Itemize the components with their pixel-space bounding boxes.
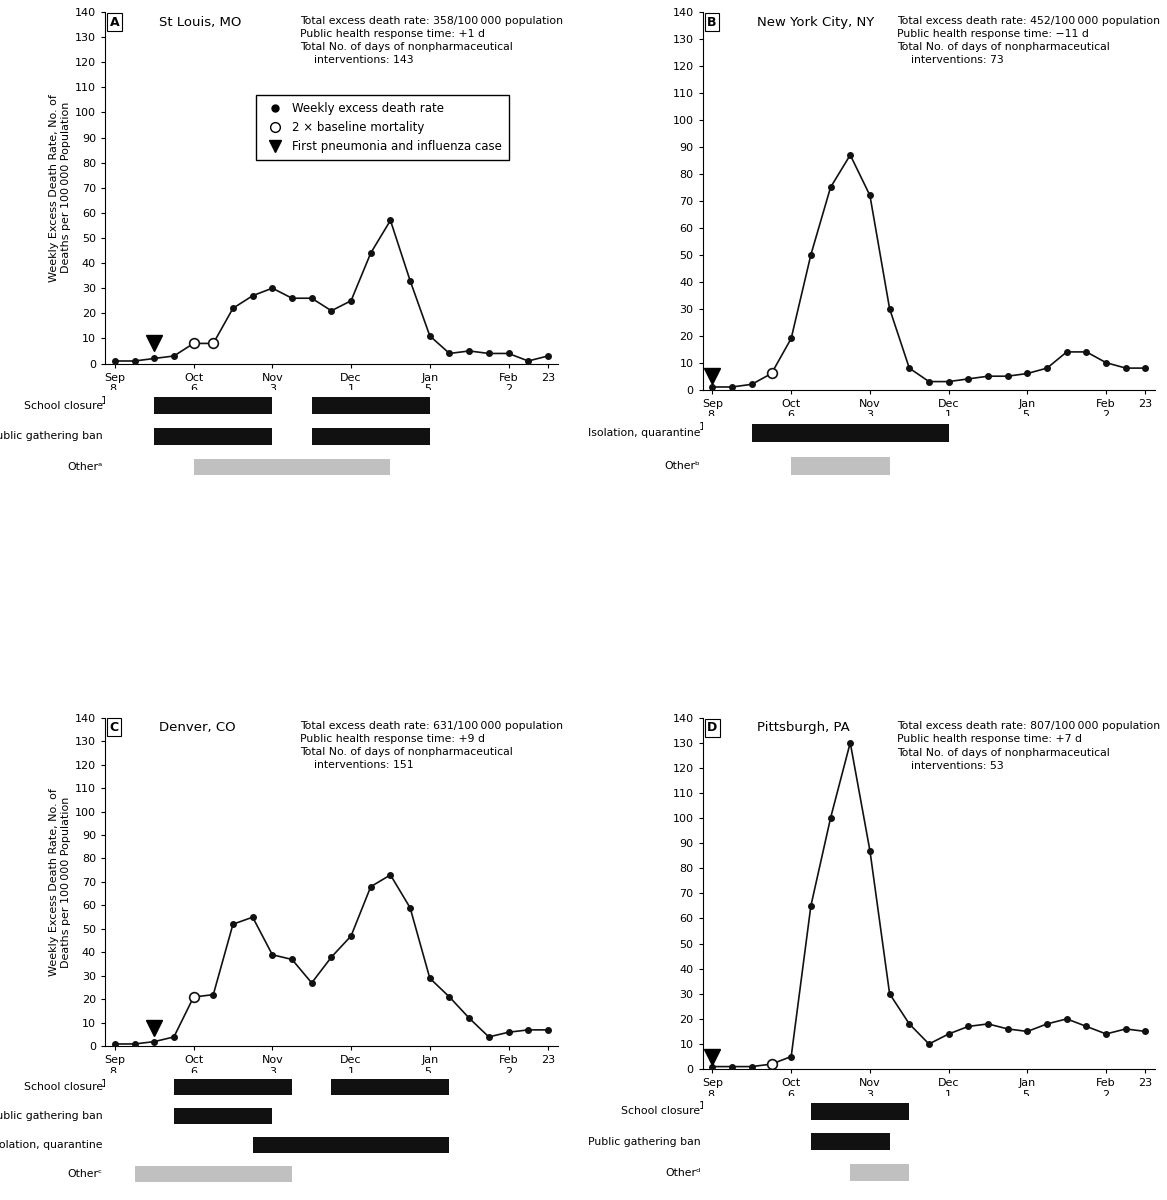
Text: Total excess death rate: 631/100 000 population
Public health response time: +9 : Total excess death rate: 631/100 000 pop… — [300, 721, 562, 770]
Text: Isolation, quarantine: Isolation, quarantine — [0, 1140, 103, 1150]
Bar — [752, 424, 949, 442]
Text: B: B — [707, 16, 717, 29]
Text: Denver, CO: Denver, CO — [160, 721, 236, 734]
Text: Otherᶜ: Otherᶜ — [68, 1169, 103, 1178]
Text: Public gathering ban: Public gathering ban — [0, 431, 103, 442]
Y-axis label: Weekly Excess Death Rate, No. of
Deaths per 100 000 Population: Weekly Excess Death Rate, No. of Deaths … — [49, 788, 71, 976]
Bar — [174, 1108, 272, 1124]
Text: School closure: School closure — [23, 401, 103, 410]
Text: Public gathering ban: Public gathering ban — [588, 1136, 700, 1147]
Bar — [312, 428, 429, 445]
Bar — [194, 458, 391, 475]
Bar — [312, 397, 429, 414]
Text: St Louis, MO: St Louis, MO — [160, 16, 242, 29]
Bar — [791, 457, 889, 475]
Text: New York City, NY: New York City, NY — [757, 16, 874, 29]
Text: Isolation, quarantine: Isolation, quarantine — [588, 428, 700, 438]
Bar — [252, 1136, 449, 1153]
Y-axis label: Weekly Excess Death Rate, No. of
Deaths per 100 000 Population: Weekly Excess Death Rate, No. of Deaths … — [49, 94, 71, 282]
Bar — [811, 1134, 889, 1151]
Bar — [174, 1080, 292, 1096]
Bar — [134, 1165, 292, 1182]
Text: Total excess death rate: 807/100 000 population
Public health response time: +7 : Total excess death rate: 807/100 000 pop… — [897, 721, 1160, 770]
Text: C: C — [110, 721, 119, 734]
Text: Otherᵈ: Otherᵈ — [665, 1168, 700, 1177]
Bar — [331, 1080, 449, 1096]
Legend: Weekly excess death rate, 2 × baseline mortality, First pneumonia and influenza : Weekly excess death rate, 2 × baseline m… — [256, 95, 509, 161]
Text: School closure: School closure — [621, 1106, 700, 1116]
Text: Otherᵃ: Otherᵃ — [68, 462, 103, 472]
Text: A: A — [110, 16, 119, 29]
Text: Total excess death rate: 452/100 000 population
Public health response time: −11: Total excess death rate: 452/100 000 pop… — [897, 16, 1160, 65]
Bar — [154, 397, 272, 414]
Text: Public gathering ban: Public gathering ban — [0, 1111, 103, 1121]
Text: School closure: School closure — [23, 1082, 103, 1092]
Bar — [154, 428, 272, 445]
Bar — [811, 1103, 909, 1120]
Text: D: D — [707, 721, 718, 734]
Text: Pittsburgh, PA: Pittsburgh, PA — [757, 721, 850, 734]
Text: Total excess death rate: 358/100 000 population
Public health response time: +1 : Total excess death rate: 358/100 000 pop… — [300, 16, 562, 65]
Text: Otherᵇ: Otherᵇ — [665, 461, 700, 470]
Bar — [851, 1164, 909, 1181]
